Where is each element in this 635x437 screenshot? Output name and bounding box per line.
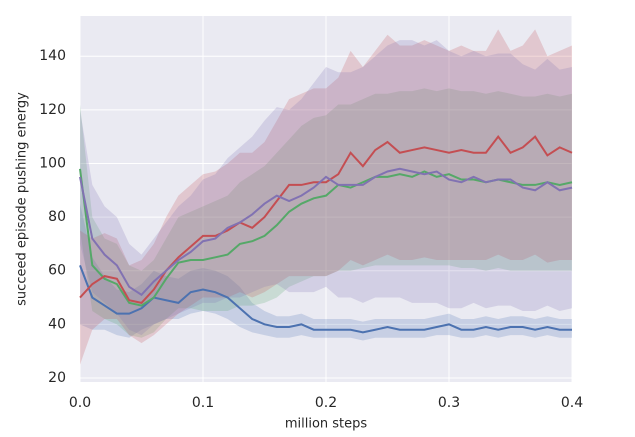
y-tick-label: 20	[48, 370, 66, 386]
y-axis-label: succeed episode pushing energy	[15, 92, 30, 306]
y-tick-label: 60	[48, 263, 66, 279]
confidence-band	[80, 40, 572, 336]
confidence-band	[80, 88, 572, 338]
confidence-band	[80, 29, 572, 365]
y-tick-label: 140	[39, 48, 66, 64]
line	[79, 167, 573, 297]
confidence-band	[80, 203, 572, 341]
y-tick-label: 80	[48, 209, 66, 225]
y-tick-label: 100	[39, 155, 66, 171]
x-tick-label: 0.0	[69, 395, 91, 411]
x-tick-label: 0.1	[192, 395, 214, 411]
x-tick-label: 0.3	[438, 395, 460, 411]
x-tick-label: 0.2	[315, 395, 337, 411]
x-tick-label: 0.4	[561, 395, 583, 411]
y-tick-label: 40	[48, 316, 66, 332]
x-axis-label: million steps	[285, 417, 368, 432]
y-tick-label: 120	[39, 102, 66, 118]
line	[79, 135, 573, 305]
line	[79, 265, 572, 334]
